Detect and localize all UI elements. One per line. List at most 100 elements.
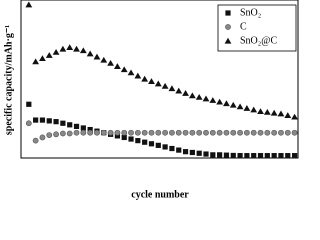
data-point [182,129,189,136]
data-point [141,129,148,136]
data-point [230,152,236,159]
data-point [134,129,141,136]
data-point [291,113,298,120]
data-point [73,45,80,52]
data-point [202,95,210,102]
data-point [182,90,189,96]
data-point [175,129,182,136]
legend-marker [225,10,231,16]
data-point [39,55,46,62]
data-point [257,108,264,114]
legend-marker [224,37,232,44]
data-point [216,129,223,136]
data-point [148,78,155,84]
data-point [209,97,217,103]
data-point [250,106,258,113]
data-point [263,108,271,115]
legend-label: C [240,21,247,32]
data-point [114,129,121,136]
plot-frame [20,0,299,159]
data-point [188,92,196,99]
data-point [59,130,66,137]
data-point [100,56,108,63]
data-point [284,112,292,118]
data-point [73,129,80,136]
data-point [223,100,230,107]
data-point [270,109,278,116]
data-point [271,153,277,159]
data-point [39,134,46,141]
data-point [223,152,230,158]
data-point [33,117,39,123]
data-point [209,129,216,136]
data-point [291,129,298,136]
data-point [277,110,285,117]
data-point [217,152,223,158]
data-point [237,153,243,159]
data-point [154,80,162,87]
data-point [87,129,94,136]
x-axis-label: cycle number [131,189,189,200]
data-point [86,50,94,57]
y-axis-label: specific capacity/mAh·g⁻¹ [3,25,14,135]
data-point [236,103,244,110]
data-point [121,134,127,141]
data-point [59,45,67,52]
data-point [223,129,230,136]
data-point [53,131,59,138]
data-point [135,138,141,144]
data-point [73,123,80,129]
data-point [114,63,121,69]
data-point [285,153,291,159]
data-point [196,150,202,156]
data-point [52,48,60,55]
data-point [39,117,46,123]
data-point [87,126,93,133]
data-point [121,129,128,136]
data-point [80,129,87,136]
data-point [182,149,189,155]
data-point [203,151,209,157]
data-point [114,133,121,139]
data-point [203,129,209,136]
data-point [46,132,53,138]
data-point [175,87,183,94]
legend-marker [225,24,231,30]
data-point [189,149,195,156]
data-point [195,93,203,100]
data-point [250,129,257,136]
data-point [46,118,52,124]
data-point [25,120,32,127]
data-point [162,129,169,136]
data-point [155,142,161,148]
data-point [168,85,176,92]
data-point [189,129,196,136]
data-point [128,129,134,136]
data-point [176,147,182,153]
data-point [169,129,175,136]
data-point [93,53,101,60]
data-point [196,129,203,136]
data-point [271,129,278,136]
data-point [148,141,155,147]
data-point [229,101,237,108]
data-point [141,75,149,82]
data-point [142,139,148,145]
data-point [120,66,128,73]
data-point [128,136,134,142]
data-point [134,72,142,79]
data-point [291,153,298,159]
data-point [169,145,175,152]
data-point [257,129,264,136]
data-point [161,82,169,89]
data-point [244,153,250,159]
data-point [107,129,114,136]
data-point [243,129,250,136]
data-point [53,119,59,125]
data-point [148,129,155,136]
data-point [243,105,251,111]
data-point [264,129,271,136]
data-point [210,152,216,158]
data-point [278,129,284,136]
legend-label: SnO₂ [240,7,261,18]
